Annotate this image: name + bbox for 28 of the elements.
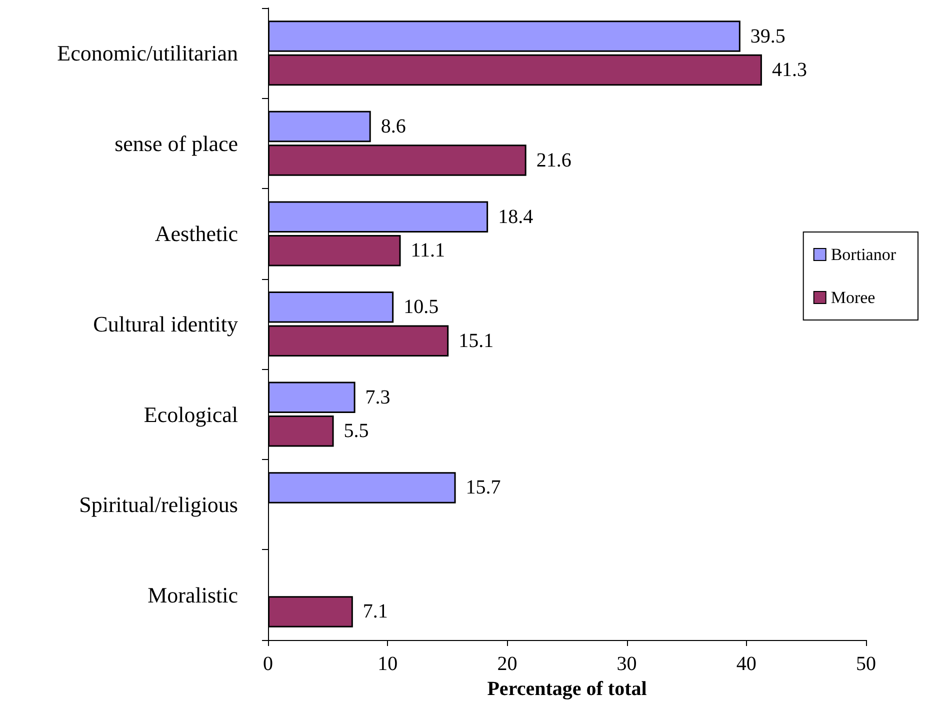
x-tick-label: 50 <box>856 653 876 675</box>
x-tick-label: 30 <box>616 653 637 675</box>
data-label: 41.3 <box>772 59 807 82</box>
data-label: 7.1 <box>362 600 388 623</box>
y-tick-label: sense of place <box>114 130 238 156</box>
data-label: 5.5 <box>344 420 369 442</box>
x-tick-label: 0 <box>263 653 273 675</box>
x-tick-label: 20 <box>497 653 518 675</box>
data-label: 15.1 <box>458 330 494 352</box>
y-tick-label: Aesthetic <box>154 221 238 246</box>
data-label: 7.3 <box>365 386 390 408</box>
data-label: 21.6 <box>536 149 572 172</box>
y-tick-label: Moralistic <box>148 582 238 608</box>
data-label: 8.6 <box>380 116 406 138</box>
y-tick-label: Spiritual/religious <box>79 492 238 518</box>
y-tick-label: Cultural identity <box>93 312 238 336</box>
legend-label: Bortianor <box>830 245 896 264</box>
data-label: 11.1 <box>410 240 446 262</box>
x-axis-title: Percentage of total <box>487 678 648 700</box>
y-tick-label: Ecological <box>144 402 238 427</box>
data-label: 10.5 <box>404 296 439 318</box>
x-tick-label: 10 <box>378 653 398 675</box>
y-tick-label: Economic/utilitarian <box>57 40 238 66</box>
x-tick-label: 40 <box>736 653 756 675</box>
legend-label: Moree <box>830 288 876 307</box>
data-label: 18.4 <box>498 206 534 228</box>
data-label: 15.7 <box>466 476 501 499</box>
data-label: 39.5 <box>750 25 786 48</box>
